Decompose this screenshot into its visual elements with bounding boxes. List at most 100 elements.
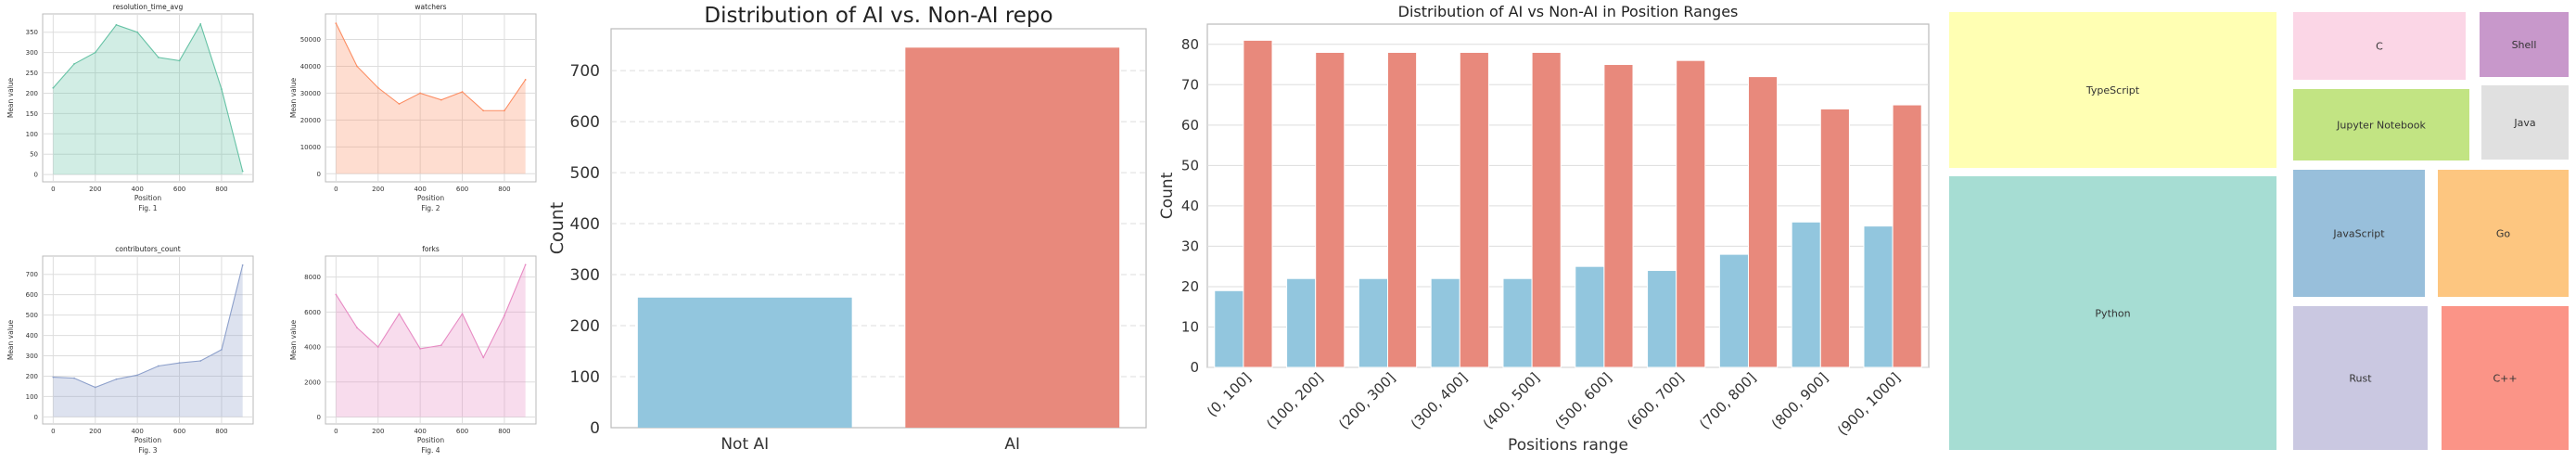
fig2-data-point bbox=[335, 22, 338, 25]
position-ranges-y-tick-label: 80 bbox=[1181, 36, 1199, 53]
position-ranges-title: Distribution of AI vs Non-AI in Position… bbox=[1398, 3, 1739, 20]
position-ranges-bar bbox=[1531, 51, 1562, 368]
fig4-data-point bbox=[504, 314, 505, 317]
fig2-data-point bbox=[504, 109, 505, 112]
fig2-y-tick-label: 10000 bbox=[300, 144, 321, 151]
fig1-data-point bbox=[178, 59, 181, 62]
fig4-x-tick-label: 600 bbox=[456, 428, 468, 435]
fig3-x-tick-label: 800 bbox=[215, 428, 227, 435]
fig1-y-tick-label: 300 bbox=[26, 49, 38, 57]
treemap-label-go: Go bbox=[2496, 228, 2511, 240]
position-ranges-y-tick-label: 20 bbox=[1181, 278, 1199, 295]
fig1-ylabel: Mean value bbox=[6, 77, 15, 118]
fig3-y-tick-label: 400 bbox=[26, 332, 38, 340]
fig3-x-tick-label: 0 bbox=[51, 428, 55, 435]
fig1-xlabel: Position bbox=[134, 194, 161, 202]
fig2-y-tick-label: 20000 bbox=[300, 117, 321, 124]
position-ranges-bar bbox=[1748, 76, 1779, 368]
fig2-plot-frame bbox=[325, 13, 537, 183]
fig3-y-tick-label: 100 bbox=[26, 393, 38, 401]
fig3-data-point bbox=[178, 362, 181, 365]
fig4-title: forks bbox=[422, 245, 440, 253]
fig4-ylabel: Mean value bbox=[289, 319, 298, 360]
fig3-y-tick-label: 200 bbox=[26, 373, 38, 380]
fig2-x-tick-label: 200 bbox=[372, 186, 384, 193]
position-ranges-x-tick-label: (400, 500] bbox=[1480, 369, 1543, 432]
fig1-data-point bbox=[73, 63, 75, 65]
fig2-x-tick-label: 0 bbox=[334, 186, 338, 193]
position-ranges-y-tick-label: 60 bbox=[1181, 117, 1199, 134]
treemap-cell-rust bbox=[2293, 306, 2428, 450]
fig3-panel: 0 100 200 300 400 500 600 700 0 200 400 600 800 contr… bbox=[6, 245, 254, 455]
ai-distribution-chart: 0 100 200 300 400 500 600 700 Not AI AI Distributi… bbox=[547, 4, 1147, 454]
position-ranges-x-tick-label: (500, 600] bbox=[1551, 369, 1614, 432]
treemap-cell-go bbox=[2438, 170, 2569, 297]
treemap-label-javascript: JavaScript bbox=[2332, 228, 2385, 240]
position-ranges-bar bbox=[1502, 277, 1533, 368]
fig1-series-line bbox=[52, 22, 244, 172]
treemap-cell-c bbox=[2293, 12, 2466, 80]
fig3-data-point bbox=[221, 349, 223, 351]
fig1-x-tick-label: 800 bbox=[215, 186, 227, 193]
fig2-y-tick-label: 40000 bbox=[300, 63, 321, 71]
fig3-caption: Fig. 3 bbox=[138, 446, 157, 455]
fig1-y-tick-label: 250 bbox=[26, 70, 38, 77]
ai-distribution-y-tick-label: 100 bbox=[570, 368, 600, 387]
fig4-data-point bbox=[356, 327, 358, 329]
fig4-y-tick-label: 6000 bbox=[304, 309, 321, 316]
ai-distribution-y-tick-label: 400 bbox=[570, 215, 600, 234]
fig3-series-line bbox=[53, 264, 244, 389]
fig4-y-tick-label: 8000 bbox=[304, 274, 321, 281]
ai-distribution-title: Distribution of AI vs. Non-AI repo bbox=[704, 4, 1052, 28]
fig4-data-point bbox=[419, 348, 422, 350]
treemap-label-jupyter-notebook: Jupyter Notebook bbox=[2336, 120, 2426, 132]
fig3-ylabel: Mean value bbox=[6, 319, 15, 360]
fig4-data-point bbox=[335, 293, 338, 296]
fig4-area-fill bbox=[336, 264, 526, 417]
fig4-data-point bbox=[482, 356, 485, 359]
fig2-data-point bbox=[356, 65, 358, 68]
position-ranges-bar bbox=[1575, 265, 1605, 368]
fig2-data-point bbox=[482, 109, 485, 112]
fig4-data-point bbox=[461, 313, 464, 315]
position-ranges-y-tick-label: 40 bbox=[1181, 198, 1199, 214]
fig3-data-point bbox=[73, 377, 75, 379]
treemap-cell-jupyter-notebook bbox=[2293, 89, 2469, 160]
position-ranges-bar bbox=[1358, 277, 1389, 368]
fig1-data-point bbox=[221, 88, 223, 90]
fig1-x-tick-label: 200 bbox=[89, 186, 101, 193]
fig2-data-point bbox=[398, 103, 401, 105]
position-ranges-bar bbox=[1892, 104, 1922, 368]
fig2-data-point bbox=[419, 92, 422, 95]
fig2-data-point bbox=[440, 98, 442, 101]
fig2-ylabel: Mean value bbox=[289, 77, 298, 118]
fig4-data-point bbox=[524, 263, 527, 266]
fig1-y-tick-label: 100 bbox=[26, 131, 38, 138]
fig2-x-tick-label: 800 bbox=[498, 186, 510, 193]
fig3-data-point bbox=[115, 378, 118, 380]
treemap-label-typescript: TypeScript bbox=[2085, 84, 2140, 96]
position-ranges-bar bbox=[1459, 51, 1489, 368]
position-ranges-bar bbox=[1819, 108, 1850, 368]
fig3-xlabel: Position bbox=[134, 436, 161, 444]
treemap-label-cpp: C++ bbox=[2493, 373, 2517, 385]
position-ranges-bar bbox=[1676, 59, 1706, 368]
fig3-plot-frame bbox=[42, 255, 254, 425]
fig3-y-tick-label: 700 bbox=[26, 271, 38, 278]
fig1-x-tick-label: 600 bbox=[173, 186, 185, 193]
position-ranges-bar bbox=[1214, 289, 1244, 368]
fig1-y-tick-label: 200 bbox=[26, 90, 38, 97]
fig2-x-tick-label: 400 bbox=[414, 186, 426, 193]
fig2-data-point bbox=[524, 79, 527, 81]
fig4-x-tick-label: 0 bbox=[334, 428, 338, 435]
treemap-cell-shell bbox=[2480, 12, 2569, 77]
fig3-data-point bbox=[94, 386, 96, 389]
position-ranges-y-tick-label: 0 bbox=[1190, 359, 1199, 376]
fig1-data-point bbox=[115, 23, 118, 26]
fig2-y-tick-label: 0 bbox=[317, 171, 321, 178]
fig2-series-line bbox=[335, 22, 527, 111]
fig3-area-fill bbox=[53, 264, 243, 417]
fig4-caption: Fig. 4 bbox=[421, 446, 440, 455]
fig3-data-point bbox=[199, 360, 202, 362]
